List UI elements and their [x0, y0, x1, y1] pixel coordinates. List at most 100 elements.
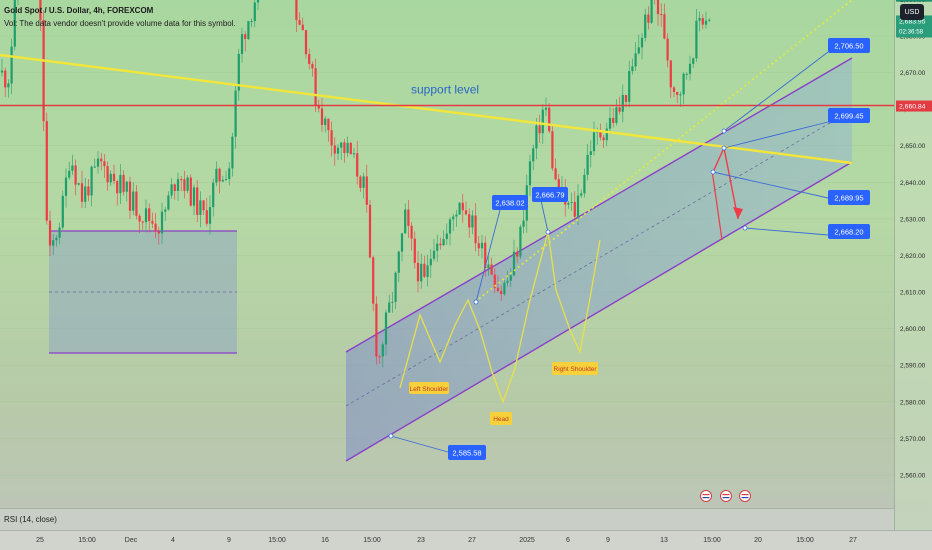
flag-stripe — [741, 494, 749, 496]
candle-body — [586, 154, 589, 175]
callout-anchor — [721, 145, 727, 151]
callout-anchor — [721, 128, 727, 134]
candle-body — [58, 227, 61, 238]
candle-body — [554, 168, 557, 180]
candle-body — [592, 132, 596, 152]
candle-body — [698, 18, 701, 21]
callout-anchor — [388, 433, 394, 439]
candle-body — [68, 170, 71, 178]
candle-body — [112, 173, 116, 182]
candle-body — [471, 215, 474, 228]
callout-leader — [390, 435, 449, 453]
candle-body — [528, 161, 532, 186]
price-tag-last — [896, 15, 932, 38]
price-axis[interactable] — [894, 0, 932, 530]
price-tick-label: 2,630.00 — [900, 216, 926, 223]
economic-event-flag-icon — [700, 490, 712, 502]
candle-body — [628, 71, 631, 102]
candle-body — [218, 168, 221, 182]
candle-body — [87, 186, 90, 196]
callout-2585-58 — [448, 445, 486, 460]
date-axis-labels: 25 15:00 Dec 4 9 15:00 16 15:00 23 27 2025 6 9 13 15:0… — [36, 537, 857, 544]
date-tick-label: 6 — [566, 537, 570, 544]
callout-text: 2,638.02 — [495, 198, 524, 207]
candle-body — [656, 0, 660, 15]
currency-button[interactable]: USD — [900, 4, 924, 20]
candle-body — [237, 53, 240, 91]
date-tick-label: 15:00 — [363, 537, 381, 544]
candle-body — [356, 153, 359, 177]
candle-body — [602, 137, 605, 141]
candle-body — [624, 94, 628, 102]
candle-body — [212, 182, 215, 208]
candle-body — [688, 63, 692, 74]
candle-body — [100, 158, 103, 162]
candle-body — [474, 215, 477, 244]
candle-body — [570, 201, 573, 203]
candle-body — [52, 240, 55, 246]
candle-body — [708, 19, 711, 21]
candle-body — [45, 121, 48, 221]
candle-body — [340, 142, 343, 148]
callout-anchor — [473, 299, 479, 305]
consolidation-zone — [49, 231, 237, 353]
candle-body — [247, 21, 250, 40]
chart-title: Gold Spot / U.S. Dollar, 4h, FOREXCOM — [4, 6, 154, 15]
date-tick-label: 13 — [660, 537, 668, 544]
candle-body — [359, 176, 362, 188]
price-tag-text: 2,683.95 — [899, 18, 926, 25]
candle-body — [167, 195, 170, 210]
candle-body — [637, 47, 640, 54]
candle-body — [634, 53, 637, 67]
callout-text: 2,585.58 — [452, 448, 481, 457]
date-tick-label: 16 — [321, 537, 329, 544]
rsi-pane[interactable]: RSI (14, close) — [0, 508, 894, 530]
candle-body — [176, 179, 180, 191]
price-tick-label: 2,670.00 — [900, 70, 926, 77]
date-tick-label: 9 — [227, 537, 231, 544]
candle-body — [71, 165, 74, 171]
candle-body — [599, 131, 602, 138]
candle-body — [189, 177, 192, 206]
candle-body — [506, 280, 509, 283]
pattern-label-text: Head — [493, 416, 509, 423]
candle-body — [618, 107, 621, 112]
flag-stripe — [722, 497, 730, 499]
date-tick-label: 27 — [849, 537, 857, 544]
candle-body — [541, 109, 544, 134]
candle-body — [90, 166, 93, 196]
candle-body — [535, 125, 538, 149]
channel-upper — [345, 57, 853, 353]
economic-event-flag-icon — [739, 490, 751, 502]
price-tick-label: 2,560.00 — [900, 473, 926, 480]
candle-body — [119, 174, 122, 194]
candle-body — [132, 191, 135, 211]
dotted-trendline — [474, 0, 853, 303]
candle-body — [522, 220, 525, 227]
callout-text: 2,689.95 — [834, 193, 863, 202]
date-axis[interactable]: 25 15:00 Dec 4 9 15:00 16 15:00 23 27 2025 6 9 13 15:0… — [0, 530, 932, 550]
candle-body — [141, 221, 144, 223]
candle-body — [349, 142, 352, 155]
projection-down — [711, 169, 723, 241]
candle-body — [538, 125, 541, 134]
candle-body — [701, 18, 704, 25]
candle-body — [589, 151, 592, 155]
price-chart[interactable]: Pressure levelsupport level2,706.502,699… — [0, 0, 932, 530]
candle-body — [615, 107, 618, 123]
candle-body — [42, 19, 45, 122]
callout-text: 2,706.50 — [834, 41, 863, 50]
candle-body — [164, 209, 167, 212]
pattern-label-text: Right Shoulder — [554, 366, 598, 373]
candle-body — [330, 130, 333, 146]
candle-body — [532, 148, 535, 162]
candle-body — [423, 263, 426, 277]
price-tick-label: 2,690.00 — [900, 0, 926, 4]
candle-body — [250, 21, 253, 23]
candle-body — [352, 153, 356, 155]
candle-body — [93, 166, 96, 168]
candle-body — [496, 287, 500, 292]
candle-body — [407, 209, 410, 226]
date-tick-label: 23 — [417, 537, 425, 544]
price-tag-countdown: 02:36:58 — [899, 28, 924, 35]
